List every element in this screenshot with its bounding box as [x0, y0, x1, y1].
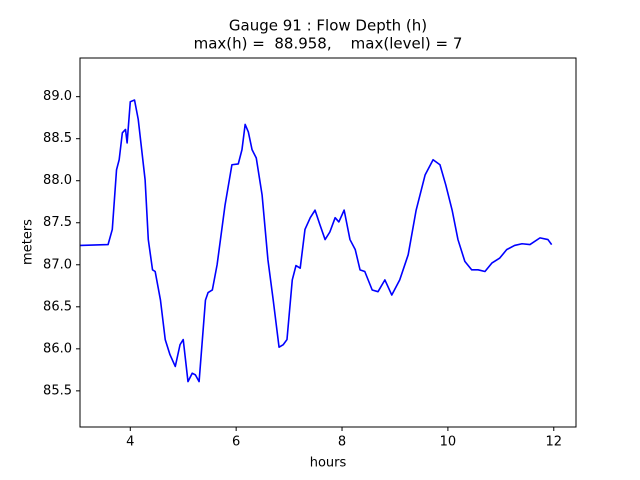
plot-frame [79, 57, 577, 428]
y-tick-label: 87.5 [43, 215, 72, 230]
x-tick-label: 10 [440, 435, 457, 450]
y-tick-label: 86.0 [43, 341, 72, 356]
data-line [80, 99, 553, 383]
y-tick-label: 89.0 [43, 89, 72, 104]
y-tick-label: 85.5 [43, 383, 72, 398]
x-tick-label: 8 [338, 435, 346, 450]
y-axis-label: meters [21, 219, 36, 265]
y-tick-label: 87.0 [43, 257, 72, 272]
y-tick-label: 86.5 [43, 299, 72, 314]
y-tick-label: 88.5 [43, 131, 72, 146]
chart-title: Gauge 91 : Flow Depth (h) [229, 17, 427, 35]
x-axis-label: hours [310, 456, 347, 471]
y-tick-label: 88.0 [43, 173, 72, 188]
x-tick-label: 6 [232, 435, 240, 450]
x-tick-label: 12 [545, 435, 562, 450]
chart-subtitle: max(h) = 88.958, max(level) = 7 [194, 35, 463, 53]
x-tick-label: 4 [126, 435, 134, 450]
